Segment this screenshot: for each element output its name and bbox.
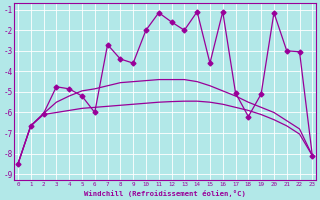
X-axis label: Windchill (Refroidissement éolien,°C): Windchill (Refroidissement éolien,°C): [84, 190, 246, 197]
